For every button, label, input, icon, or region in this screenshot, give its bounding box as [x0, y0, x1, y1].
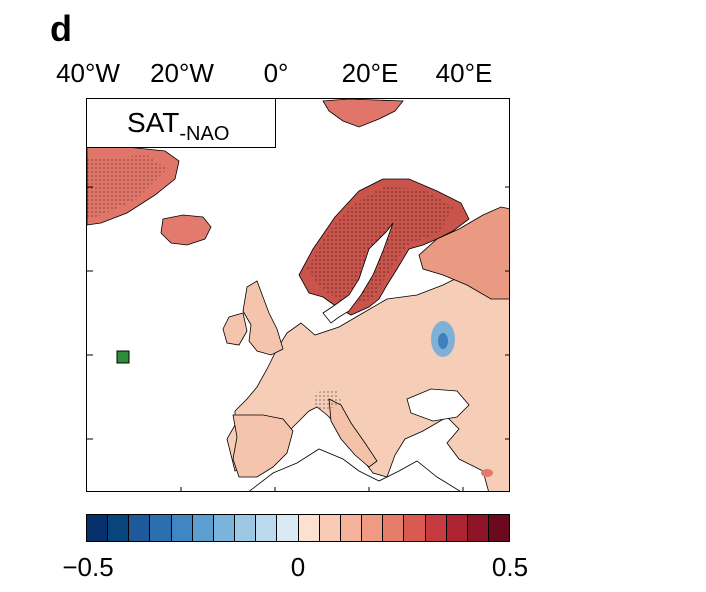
- colorbar-cell: [213, 515, 236, 541]
- italy-region: [328, 398, 378, 468]
- green-marker: [116, 350, 130, 364]
- colorbar-cell: [319, 515, 341, 541]
- lon-label-40e: 40°E: [435, 58, 493, 88]
- colorbar-cell: [235, 515, 257, 541]
- map-frame: [86, 98, 510, 492]
- colorbar-cell: [404, 515, 426, 541]
- panel-letter: d: [50, 8, 72, 49]
- svalbard-region: [322, 99, 404, 128]
- colorbar-cell: [340, 515, 363, 541]
- black-sea: [406, 388, 470, 422]
- colorbar: [86, 514, 510, 542]
- title-main: SAT: [127, 107, 180, 138]
- warm-spot: [481, 469, 493, 477]
- colorbar-max-label: 0.5: [491, 552, 529, 582]
- greenland-stipple: [87, 155, 167, 217]
- baltic-sea: [322, 222, 394, 324]
- lon-label-20e: 20°E: [341, 58, 399, 88]
- iberia-region: [232, 414, 294, 478]
- colorbar-cell: [425, 515, 447, 541]
- colorbar-cell: [256, 515, 278, 541]
- title-subscript: -NAO: [179, 123, 230, 145]
- colorbar-cell: [150, 515, 172, 541]
- colorbar-cell: [383, 515, 405, 541]
- colorbar-cell: [298, 515, 320, 541]
- alps-stipple: [313, 389, 343, 411]
- cold-anomaly-core: [438, 333, 448, 349]
- colorbar-cell: [488, 515, 510, 541]
- colorbar-cell: [446, 515, 468, 541]
- ireland: [222, 312, 248, 346]
- frame-ticks: [87, 186, 509, 491]
- lon-label-20w: 20°W: [150, 58, 214, 88]
- lon-label-0: 0°: [263, 58, 289, 88]
- colorbar-mid-label: 0: [290, 552, 306, 582]
- europe-mainland: [226, 259, 509, 491]
- colorbar-cell: [362, 515, 384, 541]
- sat-anomaly-map: [87, 99, 509, 491]
- lon-label-40w: 40°W: [56, 58, 120, 88]
- colorbar-cell: [277, 515, 299, 541]
- colorbar-cell: [87, 515, 109, 541]
- colorbar-cell: [192, 515, 214, 541]
- colorbar-cell: [467, 515, 489, 541]
- colorbar-cell: [129, 515, 151, 541]
- map-title: SAT-NAO: [86, 98, 276, 148]
- great-britain: [242, 280, 284, 356]
- colorbar-cell: [171, 515, 193, 541]
- colorbar-cell: [108, 515, 130, 541]
- mediterranean-sea: [248, 448, 461, 491]
- colorbar-min-label: −0.5: [62, 552, 114, 582]
- iceland-region: [160, 214, 212, 246]
- nw-russia-region: [418, 206, 509, 300]
